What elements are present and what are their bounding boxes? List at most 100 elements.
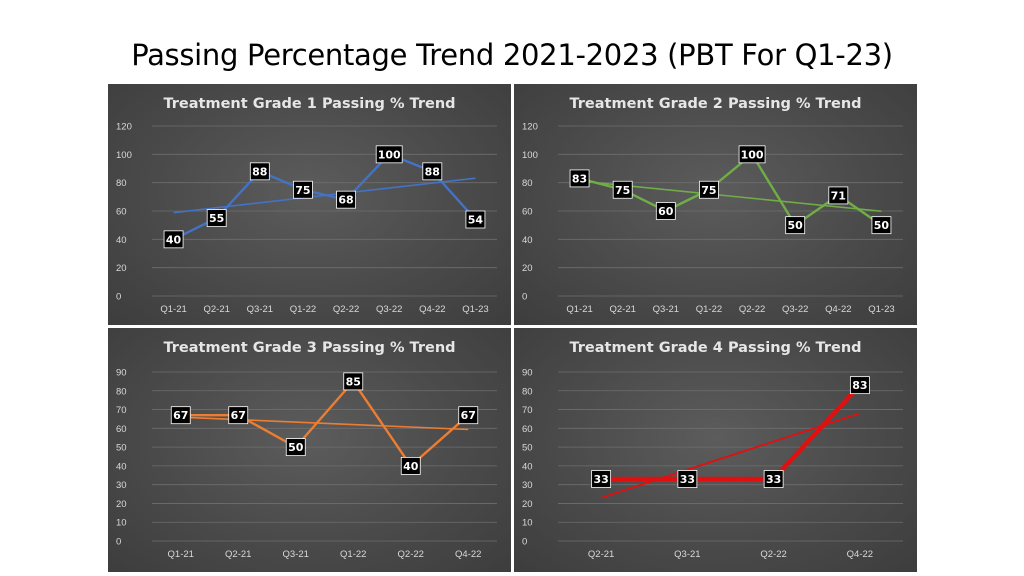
data-label-text: 67 <box>461 409 476 422</box>
data-label-box <box>591 470 612 488</box>
data-label: 75 <box>293 180 313 199</box>
x-tick-label: Q2-21 <box>203 304 229 315</box>
x-tick-label: Q3-22 <box>376 304 402 315</box>
chart-title: Treatment Grade 1 Passing % Trend <box>163 96 455 112</box>
data-label: 68 <box>336 190 356 209</box>
x-tick-label: Q1-21 <box>566 304 592 315</box>
data-label-text: 33 <box>593 473 608 486</box>
data-label: 85 <box>343 372 364 391</box>
x-tick-label: Q4-22 <box>825 304 851 315</box>
y-tick-label: 120 <box>522 122 538 133</box>
data-label-text: 75 <box>295 184 310 197</box>
y-tick-label: 70 <box>116 405 127 416</box>
y-tick-label: 40 <box>522 461 533 472</box>
data-label-text: 40 <box>166 233 182 246</box>
data-label-box <box>871 216 892 235</box>
chart-title: Treatment Grade 3 Passing % Trend <box>163 340 455 356</box>
y-tick-label: 120 <box>116 122 132 133</box>
data-label-box <box>293 180 313 199</box>
data-label: 67 <box>228 406 249 425</box>
grade-2-chart-panel: Treatment Grade 2 Passing % Trend 0 20 40 60… <box>514 84 917 325</box>
y-tick-label: 100 <box>116 150 132 161</box>
y-tick-label: 80 <box>522 178 533 189</box>
data-label-text: 50 <box>788 219 804 232</box>
data-label: 33 <box>677 470 698 488</box>
data-label: 88 <box>422 162 443 181</box>
y-tick-label: 50 <box>522 443 533 454</box>
series-line <box>601 383 862 482</box>
x-tick-label: Q2-22 <box>398 549 424 560</box>
y-tick-label: 10 <box>116 518 127 529</box>
data-label-box <box>249 162 270 181</box>
grade-1-chart-panel: Treatment Grade 1 Passing % Trend 0 20 40 60… <box>108 84 511 325</box>
data-label: 100 <box>375 145 403 164</box>
data-label-box <box>228 406 249 425</box>
x-tick-label: Q3-21 <box>674 549 700 560</box>
data-label: 54 <box>465 210 486 229</box>
data-label: 88 <box>249 162 270 181</box>
x-tick-label: Q1-22 <box>340 549 366 560</box>
data-label-box <box>170 406 191 425</box>
data-label: 100 <box>738 145 766 164</box>
data-label: 33 <box>763 470 784 488</box>
data-label-box <box>400 456 421 475</box>
data-label-box <box>655 202 676 220</box>
data-label-text: 67 <box>173 409 188 422</box>
data-label-text: 85 <box>346 375 361 388</box>
x-tick-label: Q2-21 <box>588 549 614 560</box>
data-label: 83 <box>569 169 590 188</box>
y-tick-label: 60 <box>522 424 533 435</box>
y-tick-label: 0 <box>116 537 121 548</box>
x-tick-label: Q3-21 <box>283 549 309 560</box>
data-label-text: 68 <box>338 194 353 207</box>
grade-3-chart: Treatment Grade 3 Passing % Trend 0 10 20 30… <box>116 340 497 560</box>
data-label-box <box>738 145 766 164</box>
y-tick-label: 80 <box>116 178 127 189</box>
x-tick-label: Q2-22 <box>739 304 765 315</box>
data-label-box <box>206 209 227 227</box>
x-tick-label: Q3-21 <box>247 304 273 315</box>
data-label-box <box>163 230 184 249</box>
x-tick-label: Q1-21 <box>160 304 186 315</box>
page-title: Passing Percentage Trend 2021-2023 (PBT … <box>131 38 893 72</box>
x-tick-label: Q3-21 <box>653 304 679 315</box>
x-tick-label: Q4-22 <box>419 304 445 315</box>
grade-3-chart-panel: Treatment Grade 3 Passing % Trend 0 10 20 30… <box>108 328 511 572</box>
y-tick-label: 90 <box>116 368 127 379</box>
x-tick-label: Q3-22 <box>782 304 808 315</box>
data-label-box <box>828 186 849 205</box>
data-label: 33 <box>591 470 612 488</box>
x-tick-label: Q2-22 <box>760 549 786 560</box>
grade-4-chart-panel: Treatment Grade 4 Passing % Trend 0 10 20 30… <box>514 328 917 572</box>
y-tick-label: 20 <box>116 499 127 510</box>
data-label: 60 <box>655 202 676 220</box>
data-label-text: 71 <box>831 189 846 202</box>
data-label-box <box>785 216 806 235</box>
data-label-text: 83 <box>852 379 867 392</box>
data-label: 55 <box>206 209 227 227</box>
data-label: 40 <box>163 230 184 249</box>
data-label: 71 <box>828 186 849 205</box>
data-label-box <box>763 470 784 488</box>
y-tick-label: 50 <box>116 443 127 454</box>
y-tick-label: 70 <box>522 405 533 416</box>
data-label-box <box>569 169 590 188</box>
data-label-box <box>465 210 486 229</box>
data-label: 50 <box>785 216 806 235</box>
data-label-box <box>612 180 633 199</box>
data-label-box <box>849 376 870 395</box>
data-label-text: 50 <box>288 441 304 454</box>
y-tick-label: 60 <box>116 424 127 435</box>
y-tick-label: 30 <box>522 480 533 491</box>
data-label-box <box>343 372 364 391</box>
trendline <box>180 416 469 431</box>
data-label: 75 <box>612 180 633 199</box>
y-tick-label: 40 <box>116 235 127 246</box>
y-tick-label: 90 <box>522 368 533 379</box>
data-label-box <box>375 145 403 164</box>
data-label-text: 88 <box>425 165 440 178</box>
data-label-box <box>422 162 443 181</box>
y-tick-label: 20 <box>522 263 533 274</box>
grade-2-chart: Treatment Grade 2 Passing % Trend 0 20 40 60… <box>522 96 903 315</box>
chart-title: Treatment Grade 2 Passing % Trend <box>569 96 861 112</box>
